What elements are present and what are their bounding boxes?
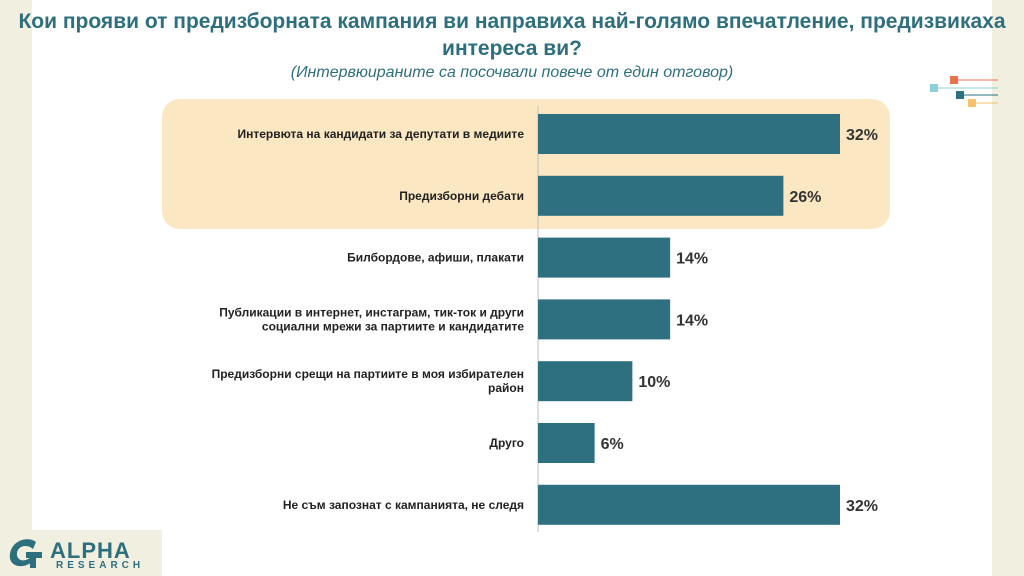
bar-6: [538, 484, 840, 525]
category-label-1: Предизборни дебати: [399, 189, 524, 203]
category-label-3: Публикации в интернет, инстаграм, тик-то…: [219, 305, 524, 333]
chart-title: Кои прояви от предизборната кампания ви …: [18, 10, 1006, 60]
value-label-1: 26%: [789, 189, 821, 206]
category-label-line: Предизборни дебати: [399, 189, 524, 203]
bar-1: [538, 175, 784, 216]
value-label-5: 6%: [601, 436, 624, 453]
bar-4: [538, 361, 633, 402]
value-label-3: 14%: [676, 312, 708, 329]
chart-subtitle: (Интервюираните са посочвали повече от е…: [290, 64, 734, 81]
category-label-6: Не съм запознат с кампанията, не следя: [283, 498, 524, 512]
category-label-4: Предизборни срещи на партиите в моя изби…: [212, 367, 524, 395]
bar-2: [538, 237, 671, 278]
category-label-line: Билбордове, афиши, плакати: [347, 251, 524, 265]
category-label-line: социални мрежи за партиите и кандидатите: [262, 319, 524, 333]
category-label-line: Публикации в интернет, инстаграм, тик-то…: [219, 305, 524, 319]
logo-subtitle: RESEARCH: [56, 560, 145, 571]
category-label-line: Предизборни срещи на партиите в моя изби…: [212, 367, 524, 381]
value-label-0: 32%: [846, 127, 878, 144]
alpha-logo-icon: [9, 539, 42, 568]
category-label-line: Не съм запознат с кампанията, не следя: [283, 498, 524, 512]
category-label-line: Друго: [489, 436, 524, 450]
slide-background: [32, 0, 992, 576]
category-label-5: Друго: [489, 436, 524, 450]
category-label-0: Интервюта на кандидати за депутати в мед…: [237, 127, 524, 141]
category-label-line: Интервюта на кандидати за депутати в мед…: [237, 127, 524, 141]
bar-3: [538, 299, 671, 340]
logo-wordmark: ALPHA: [50, 538, 131, 563]
bar-0: [538, 114, 840, 154]
value-label-2: 14%: [676, 251, 708, 268]
category-label-line: район: [488, 381, 524, 395]
value-label-4: 10%: [638, 374, 670, 391]
value-label-6: 32%: [846, 498, 878, 515]
category-label-2: Билбордове, афиши, плакати: [347, 251, 524, 265]
bar-5: [538, 423, 595, 463]
decorative-squares-icon: [930, 76, 998, 107]
